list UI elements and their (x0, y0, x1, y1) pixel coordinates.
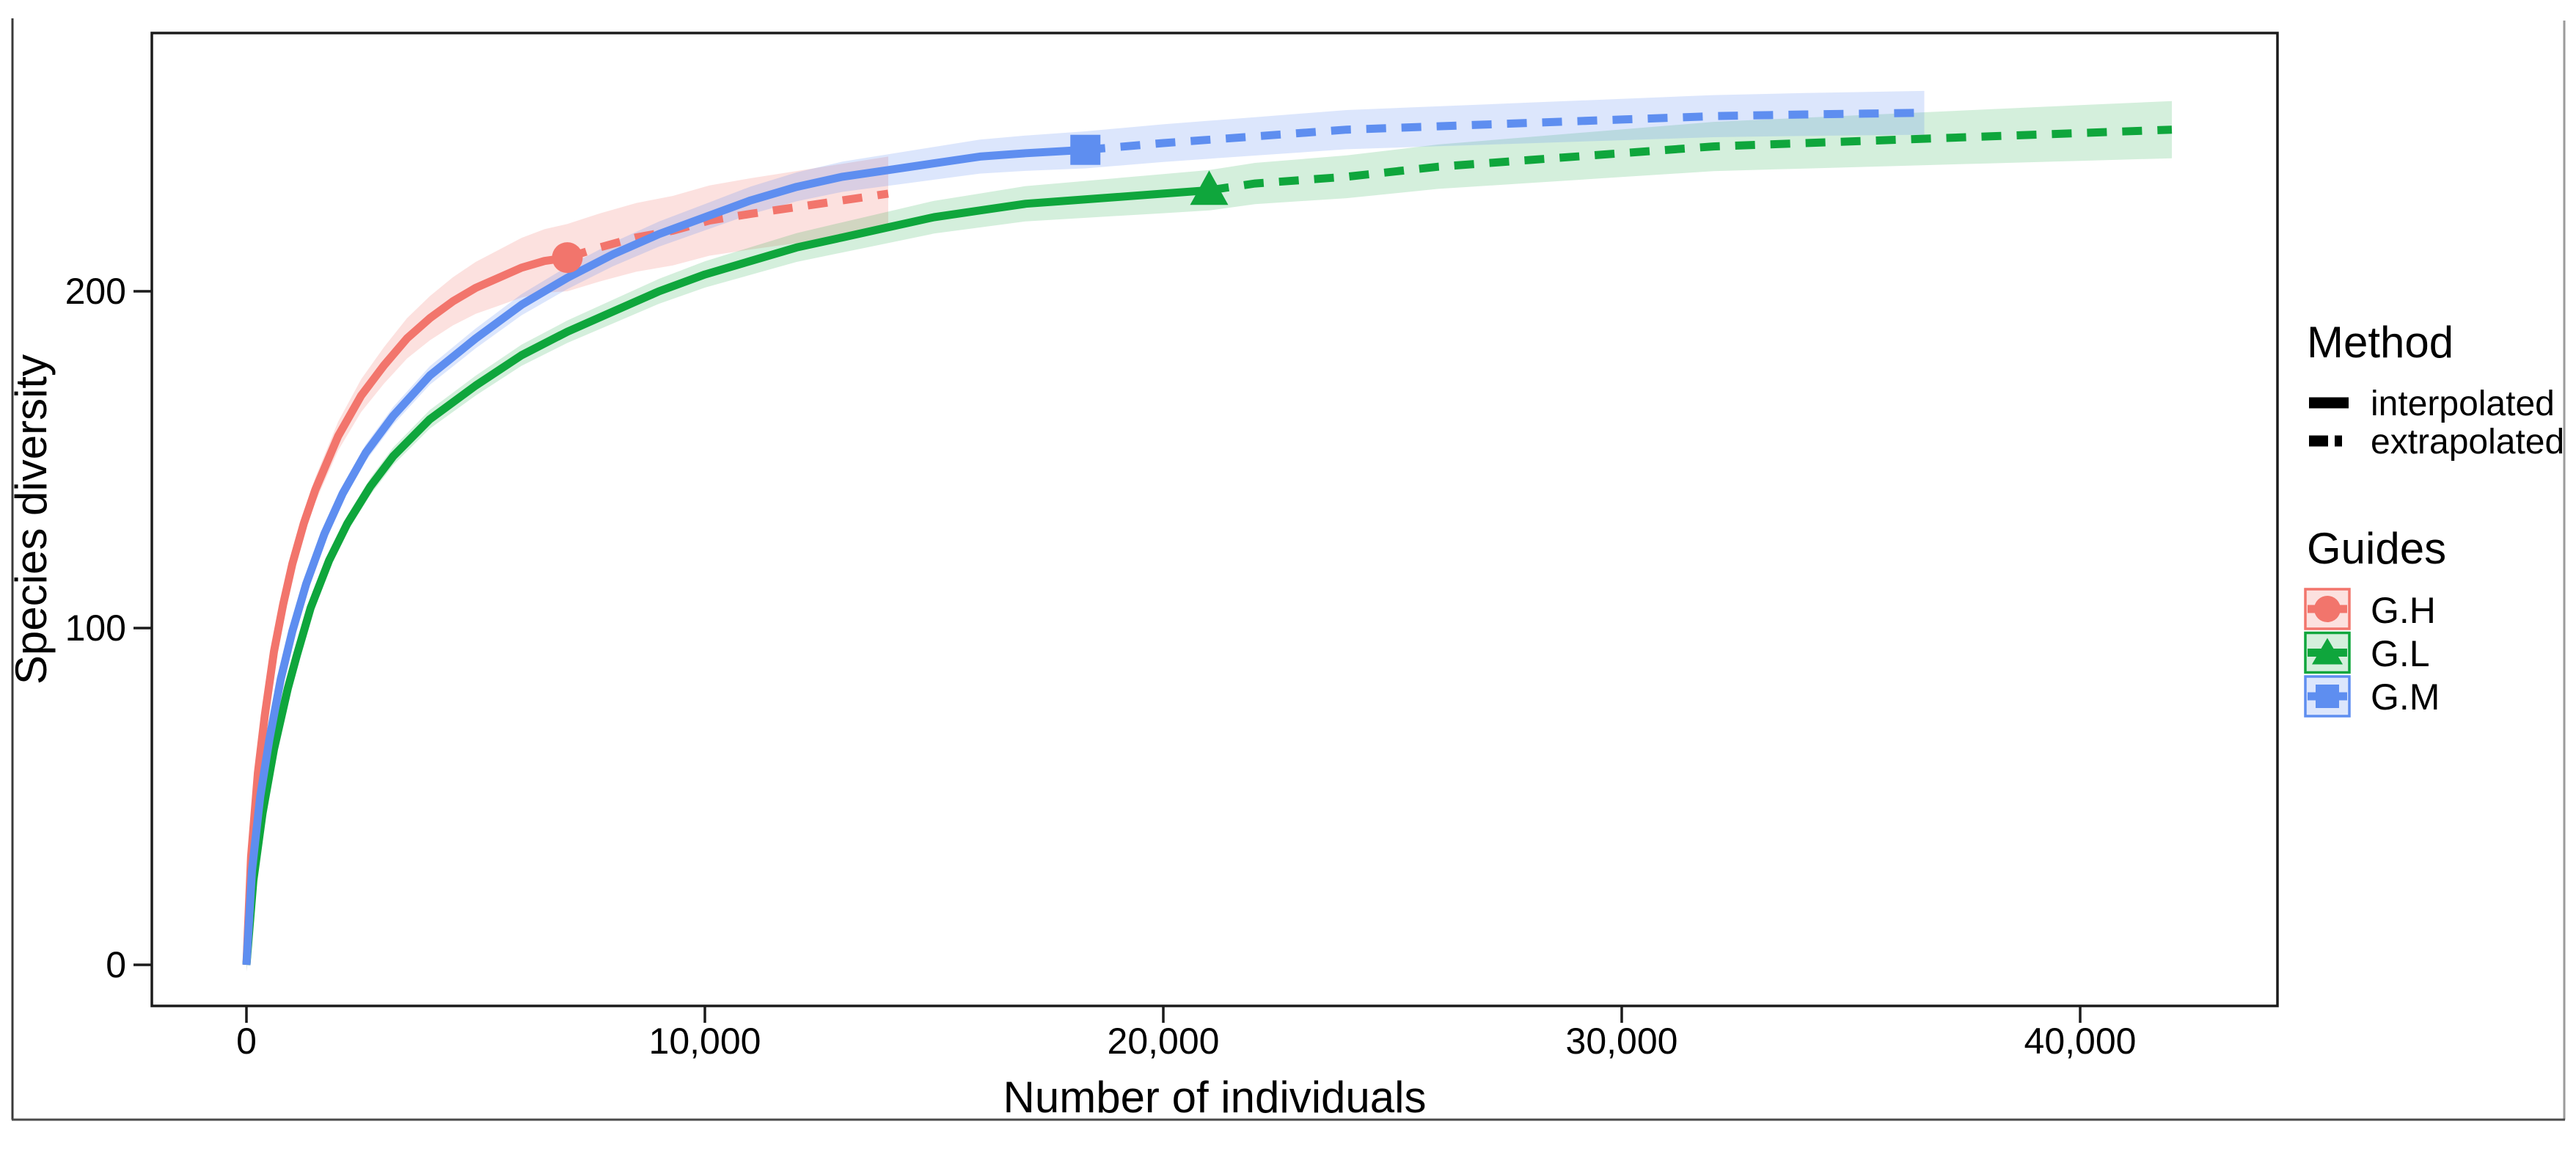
gh-marker-circle-icon (552, 242, 583, 274)
x-axis: 0 10,000 20,000 30,000 40,000 (236, 1006, 2136, 1062)
x-tick-label: 40,000 (2024, 1021, 2137, 1062)
plot-panel (150, 32, 2279, 1007)
x-tick-label: 0 (236, 1021, 257, 1062)
legend-method-title: Method (2307, 318, 2454, 367)
panel-border (150, 32, 2279, 1007)
legend-label-gm: G.M (2371, 676, 2440, 718)
confidence-ribbons (246, 90, 2172, 972)
y-tick-label: 0 (106, 944, 126, 985)
y-axis: 0 100 200 (65, 271, 151, 985)
gl-extrapolated-line (1208, 125, 2173, 194)
legend-guides-title: Guides (2307, 524, 2446, 573)
legend-guides-keys (2304, 588, 2351, 718)
x-tick-label: 20,000 (1108, 1021, 1220, 1062)
gm-marker-square-icon (1070, 134, 1101, 165)
gl-interpolated-line (242, 186, 1210, 966)
legend-label-extrapolated: extrapolated (2371, 423, 2564, 462)
gm-extrapolated-line (1085, 109, 1925, 154)
gh-extrapolated-line (566, 189, 889, 262)
gl-marker-triangle-icon (1190, 170, 1229, 205)
gh-interpolated-line (242, 253, 568, 966)
legend: Method interpolated extrapolated Guides … (2304, 318, 2564, 718)
y-tick-label: 200 (65, 271, 126, 312)
gm-confidence-ribbon (246, 90, 1925, 972)
y-tick-label: 100 (65, 608, 126, 649)
legend-label-gh: G.H (2371, 590, 2436, 631)
x-axis-title: Number of individuals (1003, 1073, 1427, 1122)
y-axis-title: Species diversity (7, 354, 56, 685)
legend-label-interpolated: interpolated (2371, 384, 2555, 423)
legend-label-gl: G.L (2371, 633, 2430, 674)
x-tick-label: 10,000 (649, 1021, 761, 1062)
legend-key-gm-square-icon (2316, 685, 2339, 708)
gm-interpolated-line (242, 145, 1086, 966)
legend-key-gl-triangle-icon (2312, 638, 2343, 665)
reference-sample-markers (552, 134, 1229, 274)
legend-key-gh-circle-icon (2314, 596, 2341, 622)
gl-confidence-ribbon (246, 101, 2172, 972)
x-tick-label: 30,000 (1566, 1021, 1678, 1062)
series-lines (242, 109, 2173, 966)
